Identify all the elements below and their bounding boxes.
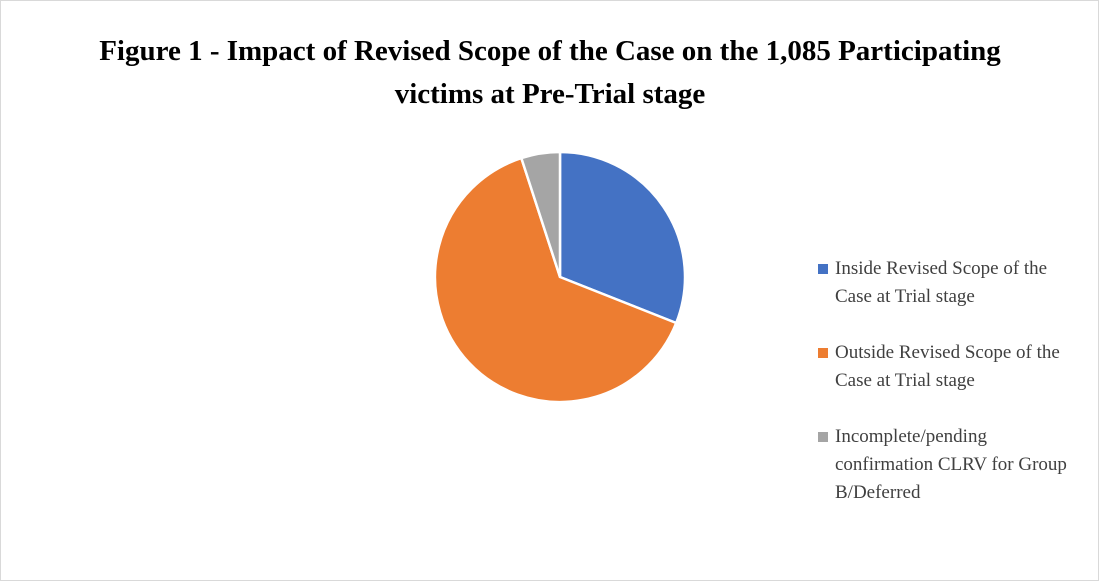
pie-slice xyxy=(519,150,562,278)
pie-slice xyxy=(558,150,687,325)
legend-label: Inside Revised Scope of the Case at Tria… xyxy=(835,258,1048,307)
legend-item: Incomplete/pending confirmation CLRV for… xyxy=(816,423,1086,507)
legend-item: Outside Revised Scope of the Case at Tri… xyxy=(816,339,1086,423)
legend-item: Inside Revised Scope of the Case at Tria… xyxy=(816,255,1086,339)
legend-swatch xyxy=(818,264,828,274)
legend-swatch xyxy=(818,348,828,358)
legend-label: Incomplete/pending confirmation CLRV for… xyxy=(835,426,1067,503)
legend: Inside Revised Scope of the Case at Tria… xyxy=(816,255,1086,507)
legend-label: Outside Revised Scope of the Case at Tri… xyxy=(835,342,1060,391)
pie-slice xyxy=(433,156,678,404)
chart-title: Figure 1 - Impact of Revised Scope of th… xyxy=(99,35,1001,110)
legend-swatch xyxy=(818,432,828,442)
